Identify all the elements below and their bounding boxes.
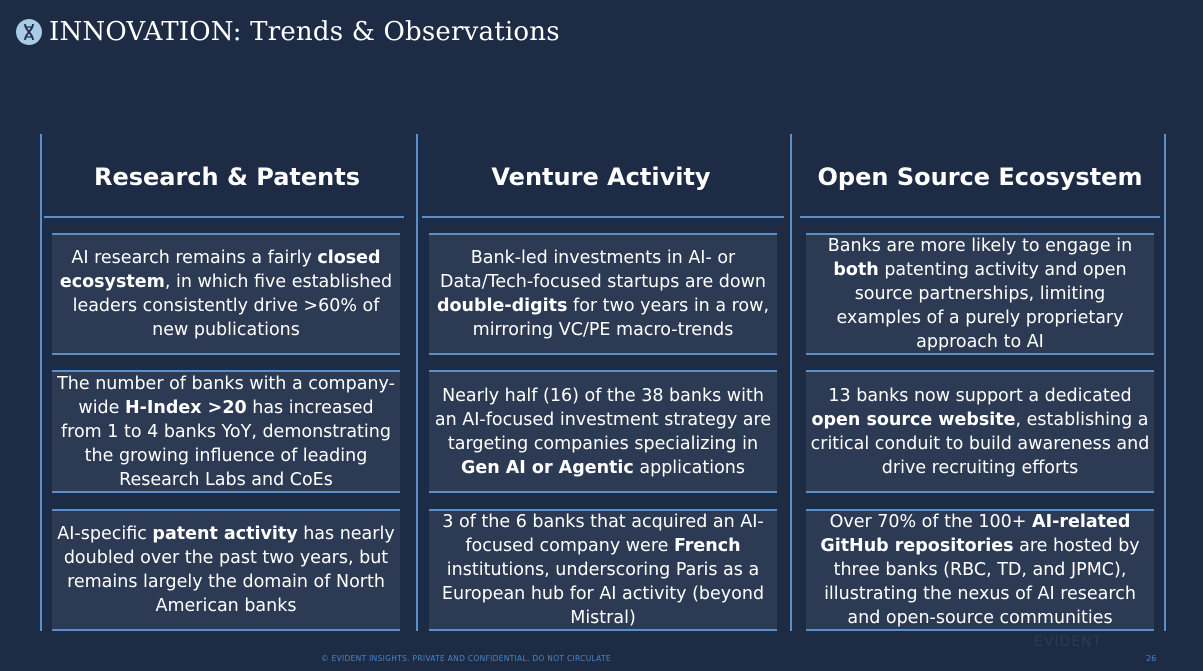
body-text: has increased from 1 to 4 banks YoY, dem… (61, 397, 391, 490)
column-divider (1164, 134, 1166, 631)
body-text: , in which five established leaders cons… (72, 272, 393, 340)
emphasis-text: Gen AI or Agentic (460, 457, 634, 478)
column-heading-research: Research & Patents (93, 162, 361, 191)
card-text: AI-specific patent activity has nearly d… (52, 522, 400, 618)
emphasis-text: AI-related GitHub repositories (820, 512, 1131, 556)
emphasis-text: both (833, 260, 879, 280)
emphasis-text: H-Index >20 (125, 397, 247, 418)
card-text: Nearly half (16) of the 38 banks with an… (429, 384, 777, 480)
column-divider (790, 134, 792, 631)
column-divider (40, 134, 42, 631)
body-text: Over 70% of the 100+ (829, 512, 1033, 532)
emphasis-text: open source website (811, 409, 1016, 430)
body-text: The number of banks with a company-wide (57, 373, 395, 418)
body-text: are hosted by three banks (RBC, TD, and … (824, 536, 1140, 628)
page-number: 26 (1146, 654, 1157, 663)
insight-card: Over 70% of the 100+ AI-related GitHub r… (806, 509, 1154, 631)
insight-card: 3 of the 6 banks that acquired an AI-foc… (429, 509, 777, 631)
heading-rule (422, 216, 784, 218)
emphasis-text: double-digits (436, 296, 568, 316)
body-text: 13 banks now support a dedicated (828, 385, 1132, 406)
card-text: Over 70% of the 100+ AI-related GitHub r… (806, 510, 1154, 630)
body-text: for two years in a row, mirroring VC/PE … (472, 296, 770, 340)
dna-helix-icon (16, 19, 42, 45)
insight-card: Bank-led investments in AI- or Data/Tech… (429, 233, 777, 355)
emphasis-text: patent activity (152, 524, 298, 544)
emphasis-text: French (673, 536, 741, 556)
body-text: Nearly half (16) of the 38 banks with an… (434, 385, 772, 454)
insight-card: The number of banks with a company-wide … (52, 370, 400, 493)
insight-card: AI-specific patent activity has nearly d… (52, 509, 400, 631)
page-title: INNOVATION: Trends & Observations (49, 17, 560, 47)
body-text: institutions, underscoring Paris as a Eu… (441, 560, 765, 628)
card-text: Banks are more likely to engage in both … (806, 234, 1154, 354)
card-text: Bank-led investments in AI- or Data/Tech… (429, 246, 777, 342)
header: INNOVATION: Trends & Observations (16, 17, 560, 47)
card-text: 13 banks now support a dedicated open so… (806, 384, 1154, 480)
column-divider (416, 134, 418, 631)
confidential-notice: © EVIDENT INSIGHTS. PRIVATE AND CONFIDEN… (321, 654, 611, 663)
insight-card: 13 banks now support a dedicated open so… (806, 370, 1154, 493)
column-heading-open-source: Open Source Ecosystem (817, 162, 1143, 191)
insight-card: Nearly half (16) of the 38 banks with an… (429, 370, 777, 493)
body-text: applications (633, 457, 746, 478)
heading-rule (800, 216, 1160, 218)
card-text: AI research remains a fairly closed ecos… (52, 246, 400, 342)
heading-rule (44, 216, 404, 218)
body-text: , establishing a critical conduit to bui… (810, 409, 1150, 478)
card-text: 3 of the 6 banks that acquired an AI-foc… (429, 510, 777, 630)
insight-card: AI research remains a fairly closed ecos… (52, 233, 400, 355)
body-text: has nearly doubled over the past two yea… (63, 524, 395, 616)
body-text: AI-specific (57, 524, 153, 544)
body-text: Bank-led investments in AI- or Data/Tech… (439, 248, 767, 292)
column-heading-venture: Venture Activity (491, 162, 711, 191)
body-text: Banks are more likely to engage in (827, 236, 1133, 256)
card-text: The number of banks with a company-wide … (52, 372, 400, 492)
body-text: AI research remains a fairly (71, 248, 318, 268)
brand-watermark: EVIDENT (1034, 634, 1103, 650)
body-text: 3 of the 6 banks that acquired an AI-foc… (442, 512, 764, 556)
emphasis-text: closed ecosystem (59, 248, 381, 292)
insight-card: Banks are more likely to engage in both … (806, 233, 1154, 355)
body-text: patenting activity and open source partn… (836, 260, 1127, 352)
